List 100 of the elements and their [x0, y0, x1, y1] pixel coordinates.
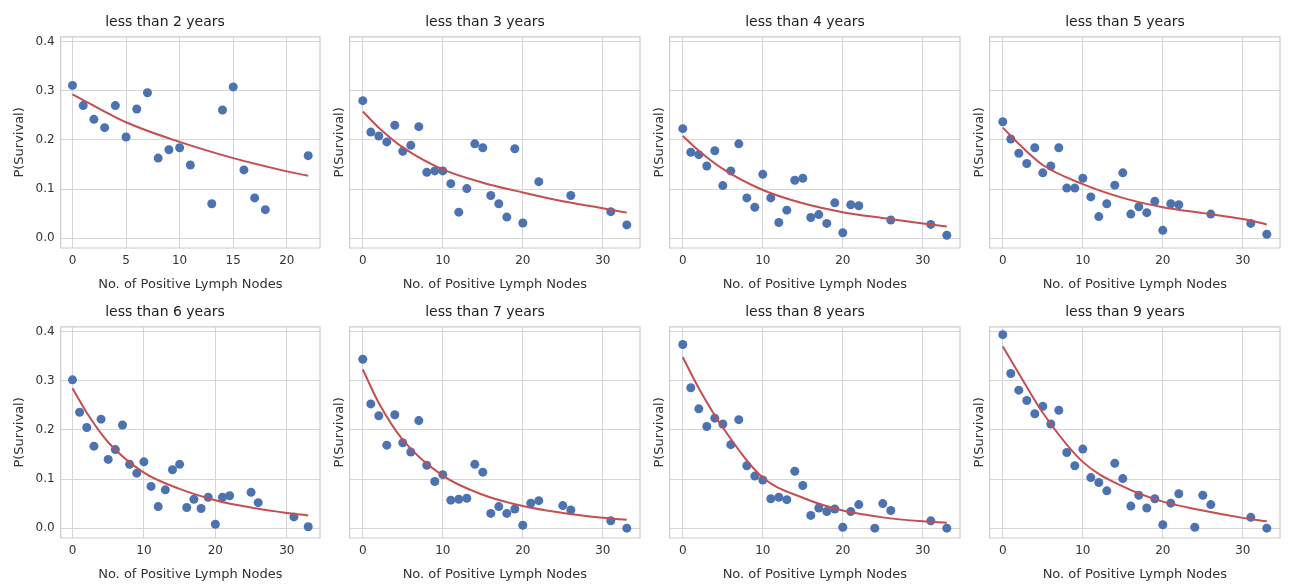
point [1054, 143, 1064, 153]
x-axis-title: No. of Positive Lymph Nodes [1042, 565, 1228, 581]
point [250, 193, 260, 203]
point [1086, 473, 1096, 483]
chart-title: less than 6 years [105, 303, 225, 320]
point [558, 501, 568, 511]
point [510, 504, 520, 514]
x-tick-label: 10 [435, 543, 451, 558]
point [164, 145, 174, 155]
point [702, 161, 712, 171]
point [1190, 522, 1200, 532]
point [175, 143, 185, 153]
x-tick-label: 10 [755, 253, 771, 268]
point [734, 139, 744, 149]
y-tick-label: 0.2 [35, 422, 55, 437]
chart-title: less than 5 years [1065, 13, 1185, 30]
point [1206, 500, 1216, 510]
point [132, 468, 142, 478]
point [566, 190, 576, 200]
point [358, 354, 368, 364]
point [878, 499, 888, 509]
point [1150, 196, 1160, 206]
point [798, 173, 808, 183]
x-tick-label: 30 [915, 253, 931, 268]
point [1078, 173, 1088, 183]
x-tick-label: 10 [435, 253, 451, 268]
y-axis-title: P(Survival) [971, 397, 987, 468]
point [78, 101, 88, 111]
point [382, 440, 392, 450]
point [89, 441, 99, 451]
point [502, 508, 512, 518]
y-tick-label: 0.4 [35, 33, 55, 48]
point [622, 220, 632, 230]
point [886, 506, 896, 515]
point [1142, 503, 1152, 513]
point [686, 383, 696, 393]
point [67, 375, 77, 385]
x-tick-label: 0 [68, 253, 77, 268]
point [462, 493, 472, 503]
point [366, 399, 376, 409]
point [246, 487, 256, 497]
point [838, 228, 848, 238]
point [1126, 501, 1136, 511]
x-tick-label: 30 [1235, 253, 1251, 268]
point [622, 523, 632, 533]
point [486, 190, 496, 200]
point [534, 496, 544, 506]
point [782, 495, 792, 505]
point [1262, 229, 1272, 239]
point [686, 147, 696, 157]
point [1030, 143, 1040, 153]
point [139, 457, 149, 467]
x-tick-label: 30 [915, 543, 931, 558]
point [1086, 192, 1096, 202]
x-tick-label: 30 [595, 253, 611, 268]
point [486, 508, 496, 518]
y-axis-title: P(Survival) [971, 107, 987, 178]
x-axis-title: No. of Positive Lymph Nodes [402, 565, 588, 581]
point [121, 132, 131, 142]
y-axis-title: P(Survival) [331, 107, 347, 178]
chart-title: less than 8 years [745, 303, 865, 320]
point [1134, 202, 1144, 212]
point [366, 127, 376, 137]
point [390, 120, 400, 130]
y-tick-label: 0.3 [35, 82, 55, 97]
point [798, 480, 808, 490]
x-tick-label: 5 [122, 253, 130, 268]
x-axis-title: No. of Positive Lymph Nodes [722, 565, 908, 581]
point [462, 184, 472, 194]
point [470, 459, 480, 469]
point [217, 105, 227, 115]
y-axis-title: P(Survival) [651, 397, 667, 468]
x-tick-label: 20 [1155, 253, 1171, 268]
point [822, 506, 832, 516]
chart-title: less than 4 years [745, 13, 865, 30]
point [870, 523, 880, 533]
point [734, 415, 744, 425]
point [678, 339, 688, 349]
point [430, 477, 440, 487]
point [67, 80, 77, 90]
x-tick-label: 20 [207, 543, 223, 558]
point [1126, 209, 1136, 219]
point [518, 218, 528, 228]
point [750, 471, 760, 481]
point [132, 104, 142, 114]
point [1118, 474, 1128, 484]
y-tick-label: 0.0 [35, 230, 55, 245]
point [414, 122, 424, 132]
point [103, 454, 113, 464]
point [100, 123, 110, 133]
point [998, 330, 1008, 340]
point [1070, 183, 1080, 193]
point [806, 213, 816, 223]
point [790, 466, 800, 476]
point [814, 210, 824, 220]
point [1198, 490, 1208, 500]
point [390, 410, 400, 420]
point [742, 193, 752, 203]
point [253, 498, 263, 508]
point [1174, 200, 1184, 210]
